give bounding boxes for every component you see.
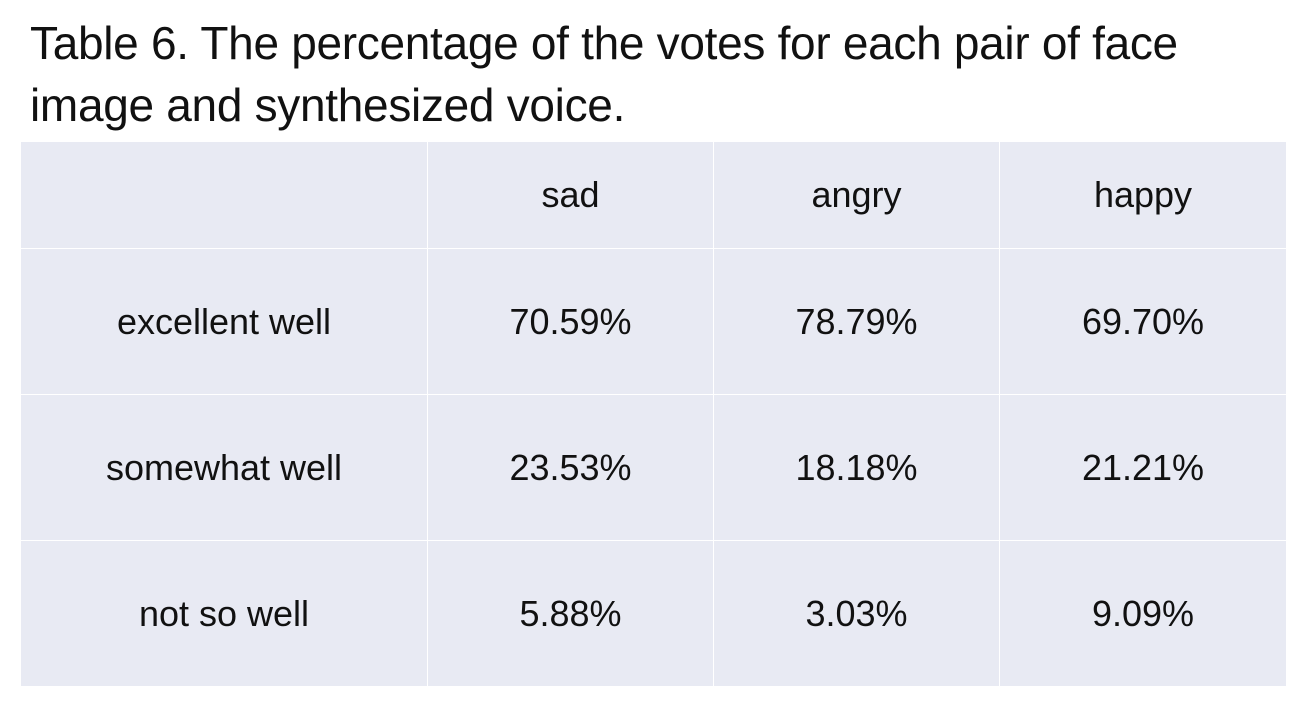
table-cell: 78.79% <box>713 248 1000 395</box>
table-cell: 69.70% <box>999 248 1287 395</box>
header-cell-sad: sad <box>427 141 714 249</box>
table-row: not so well 5.88% 3.03% 9.09% <box>20 540 1287 687</box>
table-cell: 18.18% <box>713 394 1000 541</box>
table-cell: 70.59% <box>427 248 714 395</box>
row-label: somewhat well <box>20 394 428 541</box>
table-caption: Table 6. The percentage of the votes for… <box>30 17 1178 131</box>
row-label: not so well <box>20 540 428 687</box>
header-cell-empty <box>20 141 428 249</box>
table-row: excellent well 70.59% 78.79% 69.70% <box>20 248 1287 395</box>
table-cell: 23.53% <box>427 394 714 541</box>
table-cell: 5.88% <box>427 540 714 687</box>
table-row: somewhat well 23.53% 18.18% 21.21% <box>20 394 1287 541</box>
header-cell-happy: happy <box>999 141 1287 249</box>
header-cell-angry: angry <box>713 141 1000 249</box>
results-table: sad angry happy excellent well 70.59% 78… <box>20 141 1287 687</box>
row-label: excellent well <box>20 248 428 395</box>
header-row: sad angry happy <box>20 141 1287 249</box>
table-cell: 21.21% <box>999 394 1287 541</box>
table-cell: 9.09% <box>999 540 1287 687</box>
table-cell: 3.03% <box>713 540 1000 687</box>
